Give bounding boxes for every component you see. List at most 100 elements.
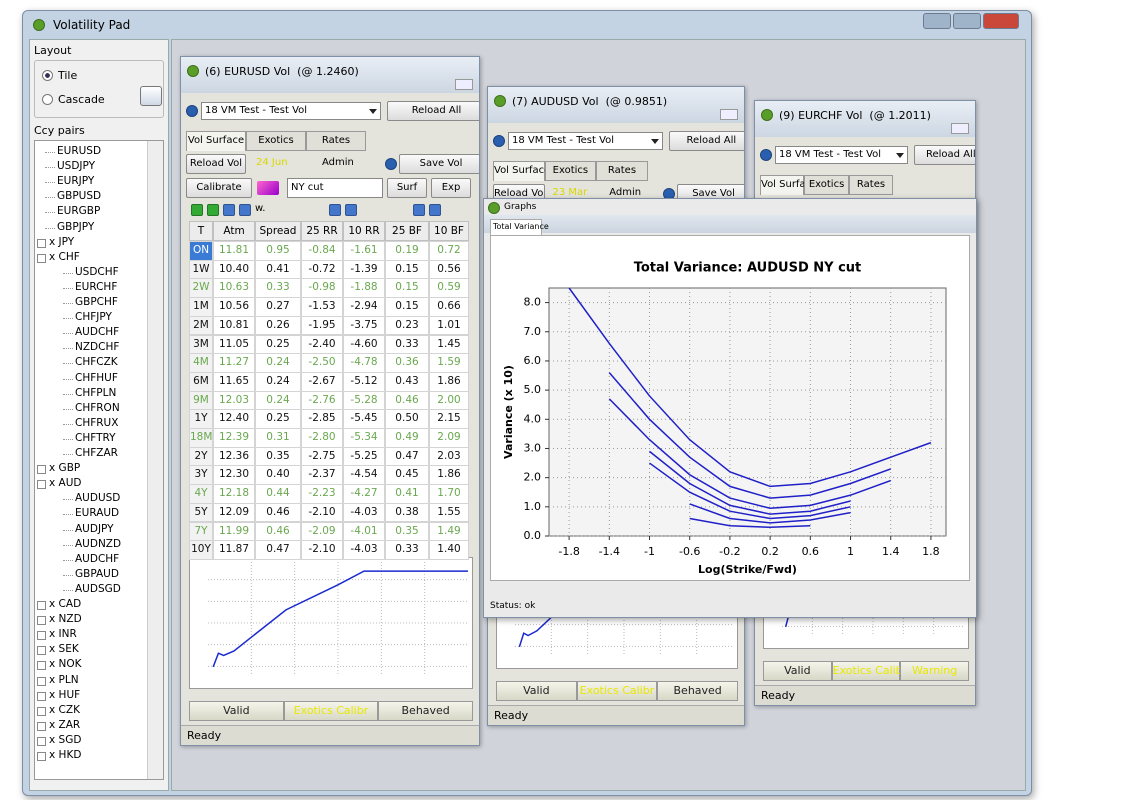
tree-item[interactable]: x AUD: [49, 477, 82, 490]
expander[interactable]: [37, 480, 46, 490]
window-control[interactable]: [953, 13, 981, 29]
tenor-cell[interactable]: 2M: [189, 315, 213, 336]
window-control[interactable]: [983, 13, 1019, 29]
tree-item[interactable]: x HUF: [49, 688, 81, 701]
close-button[interactable]: [455, 79, 473, 90]
tree-item[interactable]: CHFPLN: [75, 386, 117, 399]
tenor-cell[interactable]: 9M: [189, 390, 213, 411]
tree-item[interactable]: CHFZAR: [75, 447, 118, 459]
tree-item[interactable]: CHFHUF: [75, 371, 118, 384]
tree-item[interactable]: AUDCHF: [75, 326, 120, 339]
tab[interactable]: Exotics: [544, 161, 597, 181]
tenor-cell[interactable]: 6M: [189, 371, 213, 392]
tree-item[interactable]: x CAD: [49, 598, 82, 610]
vol-select[interactable]: 18 VM Test - Test Vol: [775, 146, 909, 164]
tree-item[interactable]: GBPAUD: [75, 567, 119, 580]
tree-item[interactable]: GBPJPY: [57, 220, 95, 233]
expander[interactable]: [37, 661, 46, 671]
tree-item[interactable]: CHFJPY: [75, 311, 112, 324]
tree-item[interactable]: NZDCHF: [75, 341, 120, 354]
tree-item[interactable]: AUDNZD: [75, 537, 122, 550]
tree-item[interactable]: AUDUSD: [75, 492, 121, 505]
tab[interactable]: Rates: [848, 175, 894, 195]
tenor-cell[interactable]: 3M: [189, 334, 213, 355]
expander[interactable]: [37, 706, 46, 716]
tenor-cell[interactable]: 2Y: [189, 446, 213, 467]
expander[interactable]: [37, 721, 46, 731]
tree-item[interactable]: EURUSD: [57, 145, 102, 157]
tab[interactable]: Vol Surface: [760, 175, 817, 195]
tenor-cell[interactable]: 18M: [189, 428, 213, 448]
tenor-cell[interactable]: 3Y: [189, 465, 213, 486]
cut-select[interactable]: NY cut: [287, 178, 383, 198]
tree-item[interactable]: EURGBP: [57, 205, 101, 218]
button[interactable]: Reload All: [668, 131, 744, 151]
tree-item[interactable]: USDJPY: [57, 160, 96, 173]
refresh-button[interactable]: [140, 86, 162, 106]
button[interactable]: Exp: [431, 178, 471, 198]
tenor-cell[interactable]: 2W: [189, 278, 213, 299]
tree-item[interactable]: x SGD: [49, 733, 82, 746]
tree-item[interactable]: GBPUSD: [57, 190, 102, 203]
tree-item[interactable]: AUDCHF: [75, 552, 120, 565]
tenor-cell[interactable]: 4Y: [189, 484, 213, 504]
tenor-cell[interactable]: 1Y: [189, 409, 213, 429]
expander[interactable]: [37, 465, 46, 475]
expander[interactable]: [37, 676, 46, 686]
tenor-cell[interactable]: 5Y: [189, 502, 213, 523]
button[interactable]: Reload All: [387, 101, 479, 121]
tree-item[interactable]: x CZK: [49, 703, 80, 716]
expander[interactable]: [37, 601, 46, 610]
tenor-cell[interactable]: 1M: [189, 297, 213, 317]
tree-item[interactable]: x HKD: [49, 749, 82, 761]
tree-item[interactable]: CHFCZK: [75, 356, 118, 369]
vol-select[interactable]: 18 VM Test - Test Vol: [201, 102, 381, 120]
radio[interactable]: [42, 70, 53, 81]
tab[interactable]: Vol Surface: [186, 131, 246, 151]
tab[interactable]: Vol Surface: [493, 161, 550, 181]
tab[interactable]: Rates: [596, 161, 648, 181]
tree-item[interactable]: CHFRON: [75, 401, 120, 414]
tree-item[interactable]: EURAUD: [75, 507, 120, 520]
expander[interactable]: [37, 736, 46, 746]
tree-item[interactable]: CHFTRY: [75, 431, 116, 444]
tenor-cell[interactable]: 1W: [189, 259, 213, 280]
tab[interactable]: Exotics: [804, 175, 849, 195]
tree-item[interactable]: x INR: [49, 628, 77, 641]
tree-item[interactable]: x PLN: [49, 673, 79, 686]
tree-item[interactable]: x SEK: [49, 643, 79, 656]
tree-item[interactable]: x ZAR: [49, 718, 81, 731]
tenor-cell[interactable]: ON: [189, 241, 213, 261]
expander[interactable]: [37, 238, 46, 248]
button[interactable]: Reload Vol: [186, 154, 246, 174]
button[interactable]: Reload All: [914, 145, 975, 165]
expander[interactable]: [37, 631, 46, 641]
tab[interactable]: Rates: [306, 131, 366, 151]
tree-item[interactable]: AUDJPY: [75, 522, 114, 535]
close-button[interactable]: [951, 123, 969, 134]
radio[interactable]: [42, 94, 53, 105]
tree-item[interactable]: CHFRUX: [75, 416, 119, 429]
tree-item[interactable]: AUDSGD: [75, 582, 121, 595]
tenor-cell[interactable]: 4M: [189, 353, 213, 373]
tree-item[interactable]: x NOK: [49, 658, 82, 671]
tree-item[interactable]: x CHF: [49, 250, 80, 263]
graph-tab[interactable]: Total Variance: [490, 219, 549, 235]
tree-item[interactable]: x JPY: [49, 235, 75, 248]
button[interactable]: Save Vol: [399, 154, 479, 174]
tab[interactable]: Exotics: [246, 131, 306, 151]
tree-item[interactable]: EURCHF: [75, 280, 118, 293]
expander[interactable]: [37, 646, 46, 656]
tree-item[interactable]: x NZD: [49, 613, 82, 626]
button[interactable]: Surf: [387, 178, 427, 198]
tree-item[interactable]: EURJPY: [57, 175, 95, 188]
window-control[interactable]: [923, 13, 951, 29]
tree-item[interactable]: x GBP: [49, 462, 81, 475]
tenor-cell[interactable]: 10Y: [189, 540, 213, 560]
vol-select[interactable]: 18 VM Test - Test Vol: [508, 132, 663, 150]
expander[interactable]: [37, 752, 46, 761]
expander[interactable]: [37, 616, 46, 626]
close-button[interactable]: [720, 109, 738, 120]
expander[interactable]: [37, 253, 46, 263]
tree-item[interactable]: GBPCHF: [75, 296, 118, 308]
